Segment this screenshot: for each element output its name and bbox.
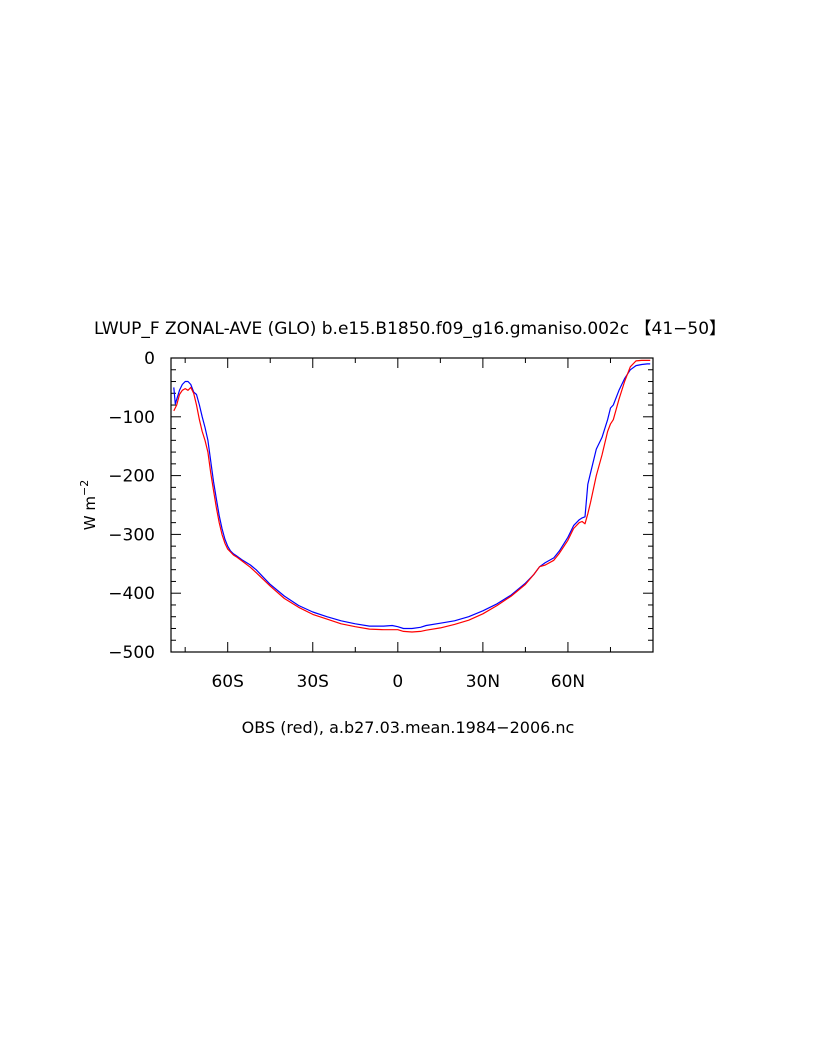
y-axis-label-exponent: −2 xyxy=(78,480,91,496)
y-tick-labels: 0 −100 −200 −300 −400 −500 xyxy=(108,349,155,663)
y-tick-label: −100 xyxy=(108,408,155,428)
y-axis-label-base: W m xyxy=(81,496,99,530)
y-tick-label: −300 xyxy=(108,525,155,545)
chart-title: LWUP_F ZONAL-AVE (GLO) b.e15.B1850.f09_g… xyxy=(94,319,726,339)
x-tick-label: 60N xyxy=(551,672,585,692)
x-tick-label: 60S xyxy=(211,672,243,692)
plot-frame xyxy=(170,357,654,653)
tick-marks xyxy=(171,357,653,653)
series-line-model xyxy=(173,363,651,630)
svg-text:W m−2: W m−2 xyxy=(78,480,99,530)
series-line-obs xyxy=(173,359,651,633)
y-tick-label: −400 xyxy=(108,584,155,604)
x-tick-label: 30N xyxy=(466,672,500,692)
y-tick-label: 0 xyxy=(144,349,155,369)
x-tick-label: 0 xyxy=(392,672,403,692)
x-tick-label: 30S xyxy=(297,672,329,692)
series-lines xyxy=(173,359,651,633)
y-axis-label: W m−2 xyxy=(78,480,99,530)
x-axis-label: OBS (red), a.b27.03.mean.1984−2006.nc xyxy=(242,718,575,737)
x-tick-labels: 60S 30S 0 30N 60N xyxy=(211,672,585,692)
y-tick-label: −200 xyxy=(108,467,155,487)
y-tick-label: −500 xyxy=(108,643,155,663)
